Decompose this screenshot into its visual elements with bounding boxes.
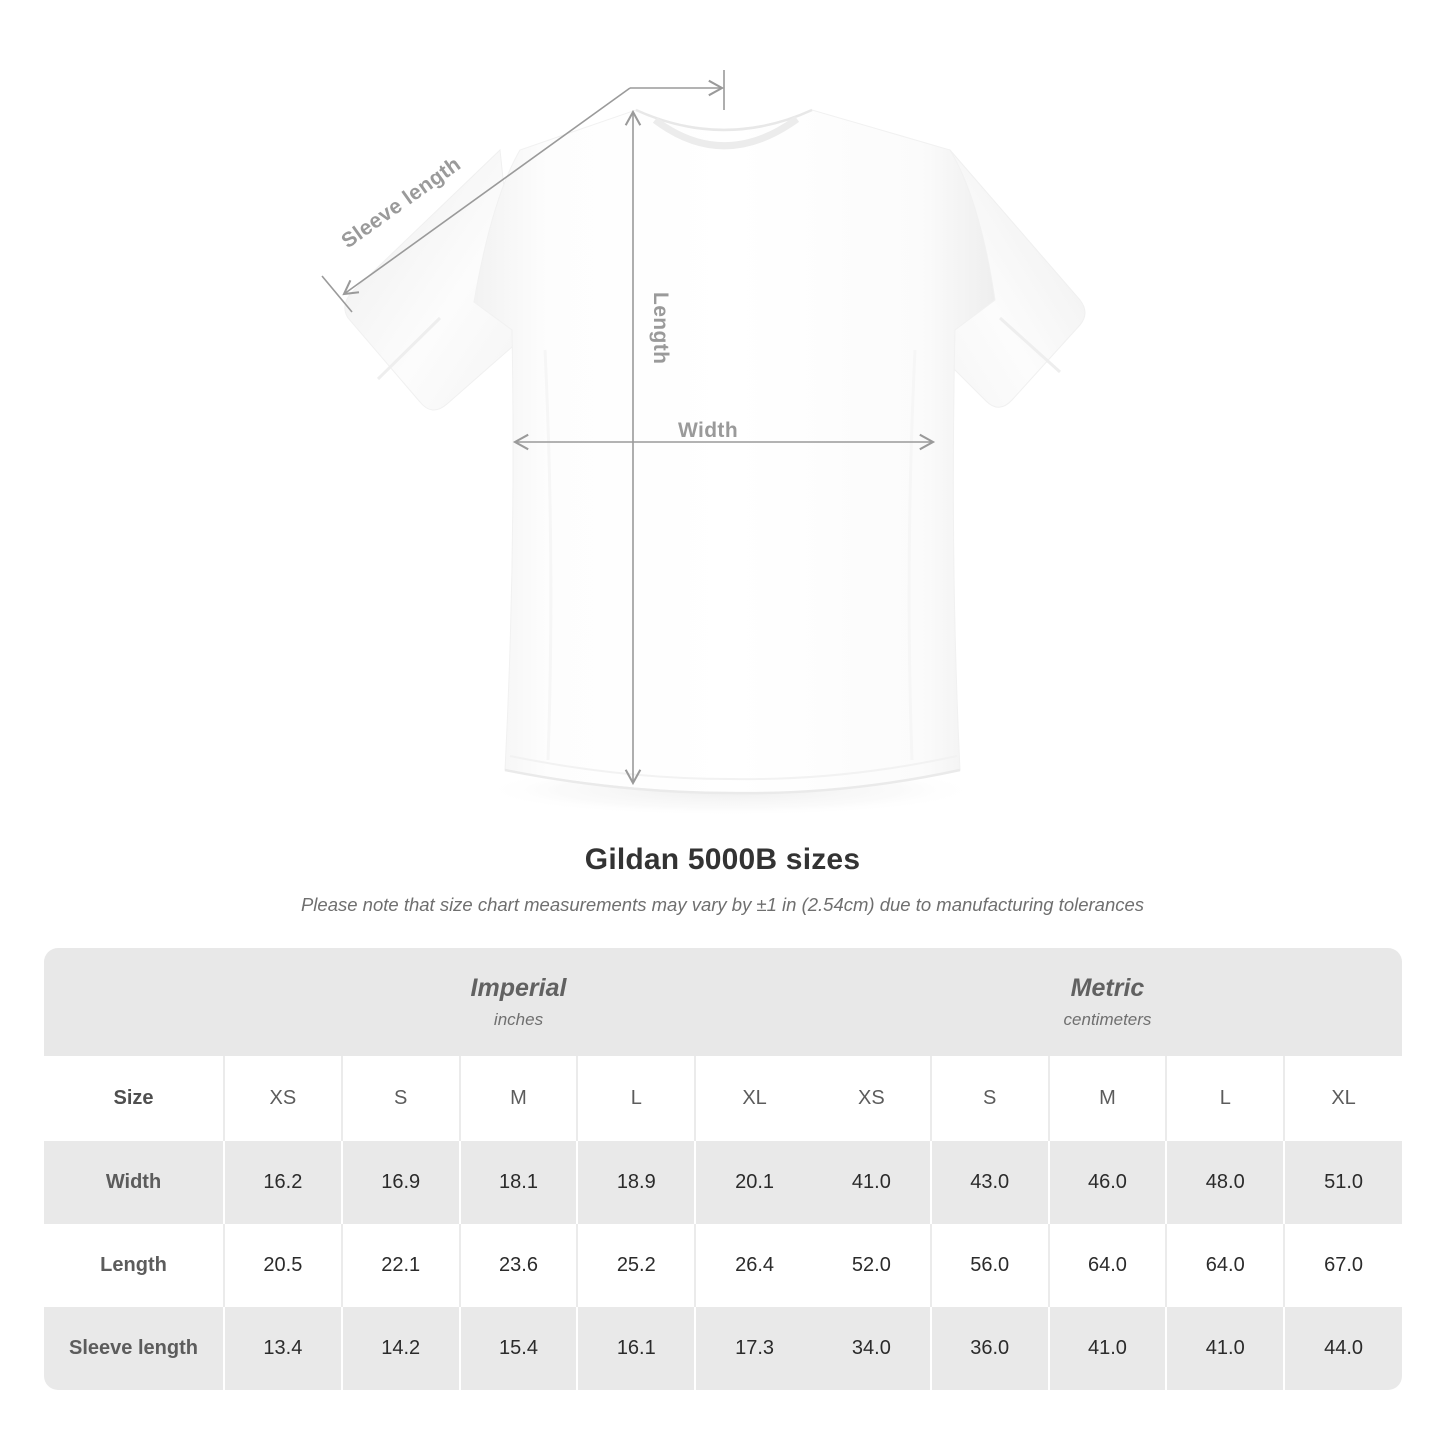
- shirt-hem-inner: [509, 755, 958, 781]
- left-cuff: [376, 316, 442, 381]
- tolerance-note: Please note that size chart measurements…: [300, 894, 1145, 915]
- unit-group-metric-name: Metric: [1070, 974, 1145, 1002]
- table-row: Sleeve length 13.4 14.2 15.4 16.1 17.3 3…: [44, 1307, 1402, 1390]
- cell-sleeve-imperial-s: 14.2: [340, 1307, 460, 1390]
- right-cuff: [998, 316, 1062, 374]
- cell-sleeve-metric-s: 36.0: [929, 1307, 1049, 1390]
- cell-length-metric-s: 56.0: [929, 1224, 1049, 1307]
- cell-length-imperial-s: 22.1: [340, 1224, 460, 1307]
- cell-width-metric-xs: 41.0: [851, 1171, 891, 1193]
- column-header-imperial-m: M: [458, 1056, 578, 1141]
- column-header-metric-s: S: [929, 1056, 1049, 1141]
- column-header-imperial-s: S: [340, 1056, 460, 1141]
- column-header-imperial-xl: XL: [694, 1056, 813, 1141]
- column-header-metric-xs: XS: [858, 1087, 885, 1109]
- row-label-width: Width: [105, 1171, 162, 1193]
- tshirt-measurement-diagram: Sleeve length Length Width: [321, 70, 1086, 816]
- sleeve-length-end-tick: [321, 275, 353, 313]
- cell-length-imperial-m: 23.6: [458, 1224, 578, 1307]
- cell-width-imperial-xs: 16.2: [223, 1141, 342, 1224]
- cell-length-metric-xs: 52.0: [851, 1254, 891, 1276]
- cell-width-imperial-xl: 20.1: [694, 1141, 813, 1224]
- cell-sleeve-metric-l: 41.0: [1165, 1307, 1285, 1390]
- size-chart-table: Imperial inches Metric centimeters Size …: [44, 948, 1402, 1390]
- length-label: Length: [649, 292, 672, 364]
- cell-width-metric-l: 48.0: [1165, 1141, 1285, 1224]
- shirt-hem: [504, 768, 961, 795]
- column-header-imperial-l: L: [576, 1056, 696, 1141]
- column-header-size: Size: [113, 1087, 154, 1109]
- unit-group-imperial: Imperial inches: [224, 948, 813, 1056]
- cell-width-imperial-l: 18.9: [576, 1141, 696, 1224]
- cell-width-metric-m: 46.0: [1047, 1141, 1167, 1224]
- table-row: Length 20.5 22.1 23.6 25.2 26.4 52.0 56.…: [44, 1224, 1402, 1307]
- tshirt-silhouette: [344, 108, 1086, 795]
- cell-sleeve-metric-xl: 44.0: [1283, 1307, 1402, 1390]
- unit-group-metric: Metric centimeters: [813, 948, 1402, 1056]
- cell-width-metric-s: 43.0: [929, 1141, 1049, 1224]
- cell-length-metric-m: 64.0: [1047, 1224, 1167, 1307]
- column-header-metric-l: L: [1165, 1056, 1285, 1141]
- column-header-metric-m: M: [1047, 1056, 1167, 1141]
- unit-group-spacer: [44, 948, 224, 1056]
- cell-length-metric-l: 64.0: [1165, 1224, 1285, 1307]
- unit-group-imperial-unit: inches: [493, 1010, 544, 1029]
- sleeve-length-line: [342, 87, 631, 296]
- fold-right: [907, 349, 917, 761]
- cell-sleeve-metric-xs: 34.0: [851, 1337, 891, 1359]
- unit-group-header-row: Imperial inches Metric centimeters: [44, 948, 1402, 1056]
- chart-heading: Gildan 5000B sizes Please note that size…: [0, 840, 1445, 918]
- unit-group-metric-unit: centimeters: [1063, 1010, 1152, 1029]
- cell-length-imperial-xl: 26.4: [694, 1224, 813, 1307]
- shirt-body: [473, 109, 996, 794]
- size-grid-body: Imperial inches Metric centimeters Size …: [44, 948, 1402, 1390]
- cell-sleeve-imperial-l: 16.1: [576, 1307, 696, 1390]
- page-title: Gildan 5000B sizes: [584, 843, 861, 876]
- column-header-imperial-xs: XS: [223, 1056, 342, 1141]
- unit-group-imperial-name: Imperial: [470, 974, 567, 1002]
- cell-sleeve-imperial-xl: 17.3: [694, 1307, 813, 1390]
- cell-sleeve-imperial-m: 15.4: [458, 1307, 578, 1390]
- row-label-sleeve-length: Sleeve length: [69, 1337, 198, 1359]
- fold-left: [543, 349, 553, 761]
- column-header-metric-xl: XL: [1283, 1056, 1402, 1141]
- row-label-length: Length: [100, 1254, 167, 1276]
- cell-length-imperial-xs: 20.5: [223, 1224, 342, 1307]
- cell-sleeve-metric-m: 41.0: [1047, 1307, 1167, 1390]
- shirt-collar-inner: [652, 116, 800, 150]
- table-row: Width 16.2 16.9 18.1 18.9 20.1 41.0 43.0…: [44, 1141, 1402, 1224]
- width-label: Width: [678, 419, 738, 442]
- cell-sleeve-imperial-xs: 13.4: [223, 1307, 342, 1390]
- column-header-row: Size XS S M L XL XS S M L XL: [44, 1056, 1402, 1141]
- cell-length-imperial-l: 25.2: [576, 1224, 696, 1307]
- left-sleeve: [344, 148, 521, 411]
- size-grid: Imperial inches Metric centimeters Size …: [44, 948, 1402, 1390]
- cell-width-imperial-s: 16.9: [340, 1141, 460, 1224]
- cell-width-imperial-m: 18.1: [458, 1141, 578, 1224]
- cell-length-metric-xl: 67.0: [1283, 1224, 1402, 1307]
- cell-width-metric-xl: 51.0: [1283, 1141, 1402, 1224]
